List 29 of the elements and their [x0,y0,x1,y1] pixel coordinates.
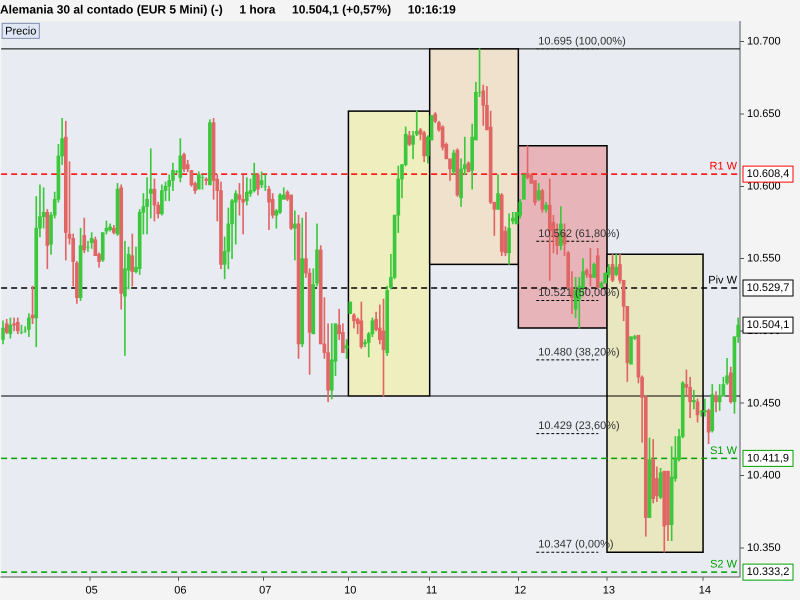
y-tick-label: 10.350 [747,542,781,554]
x-tick-label: 07 [259,584,272,596]
y-tick-label: 10.700 [747,36,781,48]
y-tick-label: 10.450 [747,397,781,410]
chart-title: Alemania 30 al contado (EUR 5 Mini) (-) 1 hora 10.504,1 (+0,57%) 10:16:19 [0,2,456,17]
x-tick-label: 06 [174,584,186,596]
candlestick [382,298,386,396]
y-tick-label: 10.650 [747,108,781,120]
candlestick [30,286,34,324]
x-tick-label: 14 [698,584,712,596]
x-tick-label: 12 [514,584,526,596]
text: 10.411,9 [746,452,790,464]
x-tick-label: 10 [344,584,356,596]
ref-line-label: S2 W [710,558,738,571]
ref-line-label: 10.695 (100,00%) [538,35,626,48]
text: 10.504,1 [746,319,790,332]
text: 10.608,4 [746,168,790,180]
ref-line-label: R1 W [710,160,738,173]
ref-line-label: Piv W [708,274,738,286]
x-tick-label: 05 [86,584,98,596]
y-tick-label: 10.550 [747,252,781,265]
text: 10.529,7 [746,282,790,294]
x-tick-label: 13 [602,584,615,596]
candlestick [344,339,348,359]
annotation: Precio [5,25,36,38]
x-tick-label: 11 [426,584,438,596]
ref-line-label: S1 W [710,444,738,457]
y-tick-label: 10.400 [747,470,781,482]
text: 10.333,2 [746,566,790,578]
